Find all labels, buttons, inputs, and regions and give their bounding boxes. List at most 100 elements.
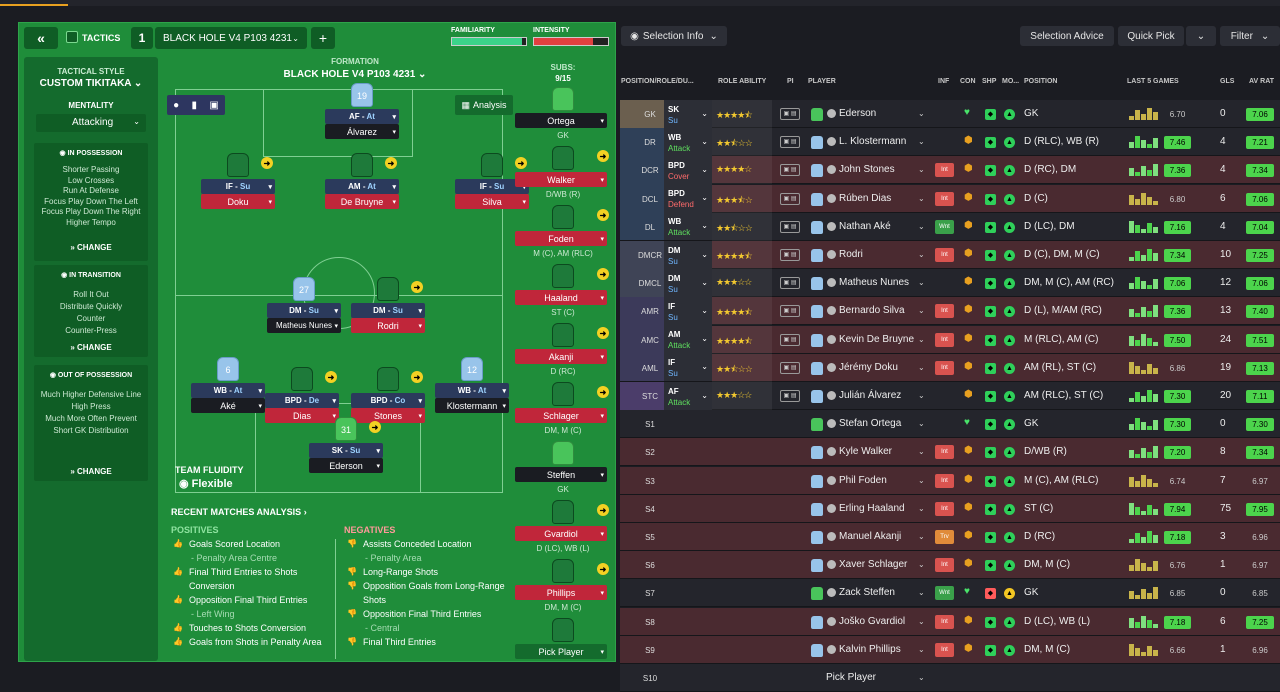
- player-card[interactable]: IF - Su ▾ Silva ▾: [455, 153, 529, 209]
- transition-change-button[interactable]: » CHANGE: [70, 343, 112, 352]
- table-row[interactable]: S1 Stefan Ortega ⌄ ♥ ◆ ▲ GK 7.30 0 7.30: [620, 410, 1280, 439]
- player-name-tag[interactable]: Silva ▾: [455, 194, 529, 209]
- chevron-down-icon[interactable]: ⌄: [918, 560, 925, 570]
- player-name[interactable]: Rúben Dias: [839, 192, 892, 204]
- chevron-down-icon[interactable]: ⌄: [918, 503, 925, 513]
- filter-button[interactable]: Filter ⌄: [1220, 26, 1280, 46]
- sub-card[interactable]: Gvardiol ▾ D (LC), WB (L): [515, 500, 611, 553]
- chevron-down-icon[interactable]: ⌄: [918, 673, 925, 682]
- player-name[interactable]: Nathan Aké: [839, 220, 891, 232]
- chevron-down-icon[interactable]: ⌄: [918, 644, 925, 654]
- player-card[interactable]: 6 WB - At ▾ Aké ▾: [191, 357, 265, 413]
- analysis-button[interactable]: ▦ Analysis: [455, 95, 513, 115]
- table-row[interactable]: DCR BPD Cover ⌄ ★★★★☆ ▣ ▤ John Stones ⌄ Int ⬢ ◆ ▲ D …: [620, 155, 1280, 185]
- player-instructions-icon[interactable]: ▣ ▤: [780, 305, 800, 318]
- sub-name-tag[interactable]: Gvardiol ▾: [515, 526, 607, 541]
- analysis-title[interactable]: RECENT MATCHES ANALYSIS ›: [171, 507, 307, 517]
- col-header-position-role[interactable]: POSITION/ROLE/DU...: [621, 78, 694, 85]
- sub-name-tag[interactable]: Haaland ▾: [515, 290, 607, 305]
- player-instructions-icon[interactable]: ▣ ▤: [780, 390, 800, 402]
- player-name[interactable]: Stefan Ortega: [839, 418, 902, 430]
- player-instructions-icon[interactable]: ▣ ▤: [780, 164, 800, 177]
- chevron-down-icon[interactable]: ⌄: [918, 137, 925, 147]
- player-instructions-icon[interactable]: ▣ ▤: [780, 361, 800, 374]
- table-row[interactable]: GK SK Su ⌄ ★★★★⯪ ▣ ▤ Ederson ⌄ ♥ ◆ ▲ GK 6.70 0 7.06: [620, 99, 1280, 128]
- table-row[interactable]: S10 Pick Player ⌄: [620, 664, 1280, 692]
- col-header-player[interactable]: PLAYER: [808, 78, 836, 85]
- player-instructions-icon[interactable]: ▣ ▤: [780, 192, 800, 205]
- role-select[interactable]: AF Attack ⌄: [664, 381, 712, 410]
- player-name[interactable]: John Stones: [839, 164, 895, 176]
- sub-name-tag[interactable]: Phillips ▾: [515, 585, 607, 600]
- table-row[interactable]: DL WB Attack ⌄ ★★⯪☆☆ ▣ ▤ Nathan Aké ⌄ Wnt ⬢ ◆ ▲ D (L…: [620, 212, 1280, 241]
- role-tag[interactable]: BPD - Co ▾: [351, 393, 425, 408]
- chevron-down-icon[interactable]: ⌄: [918, 334, 925, 344]
- chevron-down-icon[interactable]: ⌄: [918, 221, 925, 231]
- table-row[interactable]: S2 Kyle Walker ⌄ Int ⬢ ◆ ▲ D/WB (R) 7.20 8 7.34: [620, 438, 1280, 467]
- role-tag[interactable]: DM - Su ▾: [351, 303, 425, 318]
- player-name[interactable]: Zack Steffen: [839, 587, 895, 599]
- player-name-tag[interactable]: Ederson ▾: [309, 458, 383, 473]
- chevron-down-icon[interactable]: ⌄: [918, 362, 925, 372]
- role-select[interactable]: DM Su ⌄: [664, 268, 712, 297]
- col-header-last5[interactable]: LAST 5 GAMES: [1127, 78, 1179, 85]
- chevron-down-icon[interactable]: ⌄: [918, 306, 925, 316]
- chevron-down-icon[interactable]: ⌄: [918, 278, 925, 288]
- col-header-role-ability[interactable]: ROLE ABILITY: [718, 78, 767, 85]
- table-row[interactable]: S3 Phil Foden ⌄ Int ⬢ ◆ ▲ M (C), AM (RLC) 6.74 7 6…: [620, 466, 1280, 495]
- table-row[interactable]: DMCR DM Su ⌄ ★★★★⯪ ▣ ▤ Rodri ⌄ Int ⬢ ◆ ▲ D (C), DM, …: [620, 240, 1280, 269]
- player-card[interactable]: 12 WB - At ▾ Klostermann ▾: [435, 357, 509, 413]
- player-name[interactable]: L. Klostermann: [839, 136, 907, 148]
- player-name[interactable]: Erling Haaland: [839, 502, 905, 514]
- player-instructions-icon[interactable]: ▣ ▤: [780, 333, 800, 346]
- role-select[interactable]: BPD Cover ⌄: [664, 155, 712, 184]
- role-select[interactable]: IF Su ⌄: [664, 296, 712, 325]
- player-name-tag[interactable]: Aké ▾: [191, 398, 265, 413]
- sub-name-tag[interactable]: Steffen ▾: [515, 467, 607, 482]
- role-select[interactable]: SK Su ⌄: [664, 99, 712, 128]
- col-header-av-rat[interactable]: AV RAT: [1249, 78, 1275, 85]
- sub-name-tag[interactable]: Walker ▾: [515, 172, 607, 187]
- player-name[interactable]: Kyle Walker: [839, 446, 892, 458]
- table-row[interactable]: AMC AM Attack ⌄ ★★★★⯪ ▣ ▤ Kevin De Bruyne ⌄ Int ⬢…: [620, 325, 1280, 354]
- back-button[interactable]: «: [24, 27, 58, 49]
- sub-card[interactable]: Haaland ▾ ST (C): [515, 264, 611, 317]
- player-name[interactable]: Manuel Akanji: [839, 531, 902, 542]
- player-card[interactable]: IF - Su ▾ Doku ▾: [201, 153, 275, 209]
- role-tag[interactable]: IF - Su ▾: [201, 179, 275, 194]
- table-row[interactable]: STC AF Attack ⌄ ★★★☆☆ ▣ ▤ Julián Álvarez ⌄ ⬢ ◆ ▲ AM…: [620, 381, 1280, 410]
- sub-card[interactable]: Ortega ▾ GK: [515, 87, 611, 140]
- sub-name-tag[interactable]: Ortega ▾: [515, 113, 607, 128]
- player-name[interactable]: Phil Foden: [839, 474, 887, 486]
- chevron-down-icon[interactable]: ⌄: [918, 391, 925, 400]
- player-name[interactable]: Kalvin Phillips: [839, 643, 901, 655]
- role-tag[interactable]: WB - At ▾: [435, 383, 509, 398]
- player-card[interactable]: 27 DM - Su ▾ Matheus Nunes ▾: [267, 277, 341, 333]
- col-header-con[interactable]: CON: [960, 78, 976, 85]
- quick-pick-button[interactable]: Quick Pick: [1118, 26, 1184, 46]
- sub-card[interactable]: Steffen ▾ GK: [515, 441, 611, 494]
- role-select[interactable]: WB Attack ⌄: [664, 127, 712, 156]
- role-tag[interactable]: AM - At ▾: [325, 179, 399, 194]
- table-row[interactable]: S5 Manuel Akanji ⌄ Trv ⬢ ◆ ▲ D (RC) 7.18 3 6.96: [620, 523, 1280, 551]
- sub-card[interactable]: Walker ▾ D/WB (R): [515, 146, 611, 199]
- role-tag[interactable]: DM - Su ▾: [267, 303, 341, 318]
- player-name[interactable]: Pick Player: [826, 672, 877, 683]
- formation-select[interactable]: BLACK HOLE V4 P103 4231 ⌄: [283, 69, 427, 80]
- chevron-down-icon[interactable]: ⌄: [918, 588, 925, 598]
- col-header-position[interactable]: POSITION: [1024, 78, 1058, 85]
- player-name-tag[interactable]: De Bruyne ▾: [325, 194, 399, 209]
- table-row[interactable]: DCL BPD Defend ⌄ ★★★⯪☆ ▣ ▤ Rúben Dias ⌄ Int ⬢ ◆ ▲ D …: [620, 184, 1280, 213]
- player-name-tag[interactable]: Doku ▾: [201, 194, 275, 209]
- player-name[interactable]: Julián Álvarez: [839, 390, 902, 401]
- possession-change-button[interactable]: » CHANGE: [70, 243, 112, 252]
- table-row[interactable]: DR WB Attack ⌄ ★★⯪☆☆ ▣ ▤ L. Klostermann ⌄ ⬢ ◆ ▲ D (…: [620, 127, 1280, 157]
- sub-name-tag[interactable]: Schlager ▾: [515, 408, 607, 423]
- player-name-tag[interactable]: Klostermann ▾: [435, 398, 509, 413]
- sub-card[interactable]: Phillips ▾ DM, M (C): [515, 559, 611, 612]
- col-header-shp[interactable]: SHP: [982, 78, 997, 85]
- role-select[interactable]: BPD Defend ⌄: [664, 184, 712, 213]
- oop-change-button[interactable]: » CHANGE: [70, 467, 112, 476]
- mentality-select[interactable]: Attacking ⌄: [36, 114, 146, 132]
- player-name-tag[interactable]: Álvarez ▾: [325, 124, 399, 139]
